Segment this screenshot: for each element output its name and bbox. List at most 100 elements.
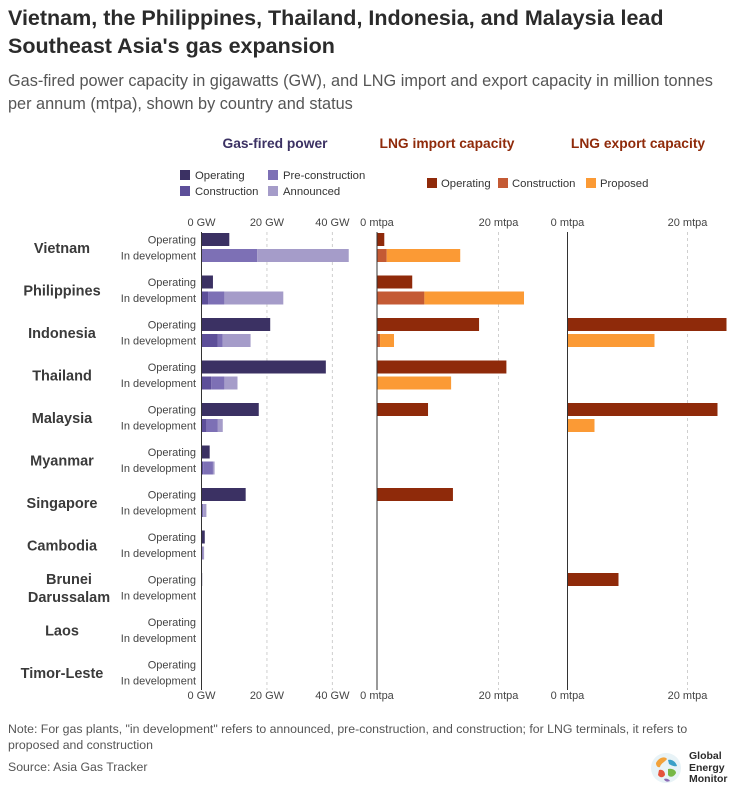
bar-lng_import-philippines-operating [377, 275, 413, 289]
bar-lng_export-indonesia-proposed [567, 334, 655, 347]
legend-swatch-gas-pre-construction [268, 170, 278, 180]
row-label-in-development: In development [121, 633, 196, 645]
bar-gas-thailand-announced [224, 376, 238, 390]
brand-logo: Global Energy Monitor [649, 750, 739, 791]
tick-label-top-lng_export-20: 20 mtpa [668, 217, 709, 229]
row-label-operating: Operating [148, 405, 196, 417]
bar-lng_import-thailand-proposed [377, 376, 452, 390]
bar-gas-vietnam-pre-construction [201, 249, 258, 262]
panel-title-gas: Gas-fired power [222, 136, 328, 151]
legend-label-gas-operating: Operating [195, 170, 245, 182]
chart-svg: Gas-fired power LNG import capacity LNG ex… [21, 136, 727, 702]
row-label-operating: Operating [148, 575, 196, 587]
country-label-malaysia: Malaysia [32, 411, 93, 427]
bar-lng_import-vietnam-construction [377, 249, 387, 262]
tick-label-top-gas-0: 0 GW [187, 217, 216, 229]
bar-gas-indonesia-pre-construction [217, 334, 223, 347]
bar-gas-philippines-construction [201, 291, 209, 305]
panel-title-lng-import: LNG import capacity [380, 136, 515, 151]
bar-lng_import-malaysia-operating [377, 403, 429, 416]
bar-gas-malaysia-construction [201, 419, 207, 432]
bar-gas-thailand-pre-construction [211, 376, 225, 390]
tick-label-bottom-lng_import-20: 20 mtpa [479, 690, 520, 702]
bar-gas-myanmar-construction [201, 461, 204, 475]
brand-name: Global Energy Monitor [689, 750, 728, 786]
chart-subtitle: Gas-fired power capacity in gigawatts (G… [8, 72, 713, 113]
bar-lng_export-malaysia-operating [567, 403, 718, 416]
tick-label-top-lng_import-0: 0 mtpa [360, 217, 395, 229]
row-label-in-development: In development [121, 251, 196, 263]
bar-lng_export-indonesia-operating [567, 318, 727, 331]
legend-label-gas-construction: Construction [195, 186, 258, 198]
country-label-indonesia: Indonesia [28, 326, 97, 342]
row-label-operating: Operating [148, 447, 196, 459]
bar-gas-singapore-operating [201, 488, 246, 501]
row-label-operating: Operating [148, 660, 196, 672]
legend-swatch-gas-operating [180, 170, 190, 180]
bar-lng_export-malaysia-proposed [567, 419, 595, 432]
row-label-operating: Operating [148, 320, 196, 332]
country-label-philippines: Philippines [23, 284, 100, 300]
bar-gas-myanmar-operating [201, 445, 210, 459]
brand-line-3: Monitor [689, 773, 728, 785]
bar-gas-malaysia-pre-construction [206, 419, 218, 432]
bar-lng_export-brunei-darussalam-operating [567, 573, 619, 586]
row-label-in-development: In development [121, 506, 196, 518]
row-label-in-development: In development [121, 293, 196, 305]
brand-line-1: Global [689, 750, 722, 762]
country-label-brunei-darussalam: Brunei Darussalam [28, 572, 110, 606]
bar-lng_import-indonesia-operating [377, 318, 480, 331]
country-label-singapore: Singapore [27, 496, 98, 512]
globe-icon [651, 753, 681, 783]
row-label-operating: Operating [148, 277, 196, 289]
country-label-myanmar: Myanmar [30, 454, 94, 470]
bar-gas-malaysia-announced [217, 419, 223, 432]
bar-gas-thailand-operating [201, 360, 326, 374]
bar-gas-myanmar-announced [212, 461, 215, 475]
tick-label-bottom-gas-20: 20 GW [250, 690, 285, 702]
bar-lng_import-vietnam-proposed [386, 249, 461, 262]
tick-label-bottom-lng_export-20: 20 mtpa [668, 690, 709, 702]
bar-gas-vietnam-announced [257, 249, 349, 262]
bar-gas-indonesia-operating [201, 318, 271, 331]
bar-lng_import-vietnam-operating [377, 233, 385, 246]
row-label-operating: Operating [148, 362, 196, 374]
tick-label-bottom-lng_export-0: 0 mtpa [551, 690, 586, 702]
row-label-in-development: In development [121, 548, 196, 560]
legend-label-gas-announced: Announced [283, 186, 340, 198]
row-label-in-development: In development [121, 378, 196, 390]
bar-gas-cambodia-operating [201, 530, 205, 544]
row-label-operating: Operating [148, 490, 196, 502]
row-label-in-development: In development [121, 676, 196, 688]
bar-gas-thailand-construction [201, 376, 212, 390]
legend-swatch-lng-proposed [586, 178, 596, 188]
row-label-operating: Operating [148, 235, 196, 247]
row-label-operating: Operating [148, 617, 196, 629]
tick-label-bottom-gas-0: 0 GW [187, 690, 216, 702]
bar-gas-malaysia-operating [201, 403, 259, 416]
country-label-vietnam: Vietnam [34, 241, 90, 257]
row-label-in-development: In development [121, 421, 196, 433]
brand-line-2: Energy [689, 761, 725, 774]
panel-title-lng-export: LNG export capacity [571, 136, 706, 151]
row-label-in-development: In development [121, 591, 196, 603]
bar-gas-singapore-pre-construction [201, 504, 204, 517]
tick-label-top-gas-20: 20 GW [250, 217, 285, 229]
bar-gas-singapore-announced [203, 504, 207, 517]
bar-lng_import-singapore-operating [377, 488, 453, 501]
tick-label-top-gas-40: 40 GW [315, 217, 350, 229]
row-label-in-development: In development [121, 463, 196, 475]
legend-label-gas-pre-construction: Pre-construction [283, 170, 365, 182]
bar-lng_import-indonesia-construction [377, 334, 381, 347]
bar-lng_import-thailand-operating [377, 360, 507, 374]
bar-gas-myanmar-pre-construction [203, 461, 213, 475]
country-label-laos: Laos [45, 624, 79, 640]
legend-swatch-gas-announced [268, 186, 278, 196]
bar-lng_import-indonesia-proposed [380, 334, 395, 347]
country-label-timor-leste: Timor-Leste [21, 666, 104, 682]
row-label-operating: Operating [148, 532, 196, 544]
bar-gas-vietnam-operating [201, 233, 230, 246]
country-label-thailand: Thailand [32, 369, 92, 385]
bar-gas-indonesia-announced [222, 334, 251, 347]
